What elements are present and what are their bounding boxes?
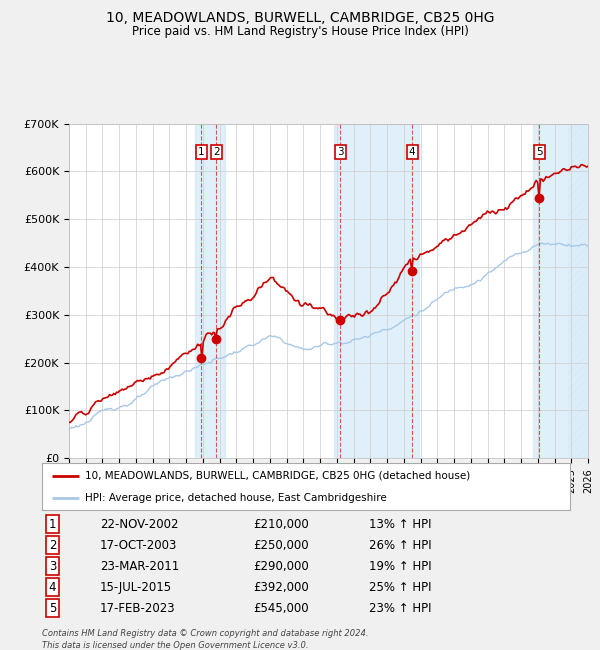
Text: 4: 4: [409, 147, 416, 157]
Text: 3: 3: [49, 560, 56, 573]
Text: 2: 2: [213, 147, 220, 157]
Text: £210,000: £210,000: [253, 517, 309, 530]
Text: £290,000: £290,000: [253, 560, 309, 573]
Text: 22-NOV-2002: 22-NOV-2002: [100, 517, 179, 530]
Bar: [334, 124, 419, 458]
Text: £392,000: £392,000: [253, 580, 309, 593]
Bar: [568, 124, 588, 458]
Text: This data is licensed under the Open Government Licence v3.0.: This data is licensed under the Open Gov…: [42, 641, 308, 650]
Text: 17-OCT-2003: 17-OCT-2003: [100, 539, 178, 552]
Text: HPI: Average price, detached house, East Cambridgeshire: HPI: Average price, detached house, East…: [85, 493, 387, 503]
Bar: [194, 124, 224, 458]
Text: 1: 1: [198, 147, 205, 157]
Text: 10, MEADOWLANDS, BURWELL, CAMBRIDGE, CB25 0HG: 10, MEADOWLANDS, BURWELL, CAMBRIDGE, CB2…: [106, 11, 494, 25]
Text: £250,000: £250,000: [253, 539, 309, 552]
Text: Price paid vs. HM Land Registry's House Price Index (HPI): Price paid vs. HM Land Registry's House …: [131, 25, 469, 38]
Text: £545,000: £545,000: [253, 602, 309, 615]
Text: 13% ↑ HPI: 13% ↑ HPI: [370, 517, 432, 530]
Bar: [533, 124, 588, 458]
Text: 23-MAR-2011: 23-MAR-2011: [100, 560, 179, 573]
Text: 5: 5: [49, 602, 56, 615]
Text: 23% ↑ HPI: 23% ↑ HPI: [370, 602, 432, 615]
Text: 26% ↑ HPI: 26% ↑ HPI: [370, 539, 432, 552]
Text: 1: 1: [49, 517, 56, 530]
Text: 25% ↑ HPI: 25% ↑ HPI: [370, 580, 432, 593]
Text: 2: 2: [49, 539, 56, 552]
Text: 15-JUL-2015: 15-JUL-2015: [100, 580, 172, 593]
Text: 10, MEADOWLANDS, BURWELL, CAMBRIDGE, CB25 0HG (detached house): 10, MEADOWLANDS, BURWELL, CAMBRIDGE, CB2…: [85, 471, 470, 480]
Text: 19% ↑ HPI: 19% ↑ HPI: [370, 560, 432, 573]
Text: 3: 3: [337, 147, 344, 157]
Text: 5: 5: [536, 147, 543, 157]
Text: 17-FEB-2023: 17-FEB-2023: [100, 602, 176, 615]
Text: 4: 4: [49, 580, 56, 593]
Text: Contains HM Land Registry data © Crown copyright and database right 2024.: Contains HM Land Registry data © Crown c…: [42, 629, 368, 638]
